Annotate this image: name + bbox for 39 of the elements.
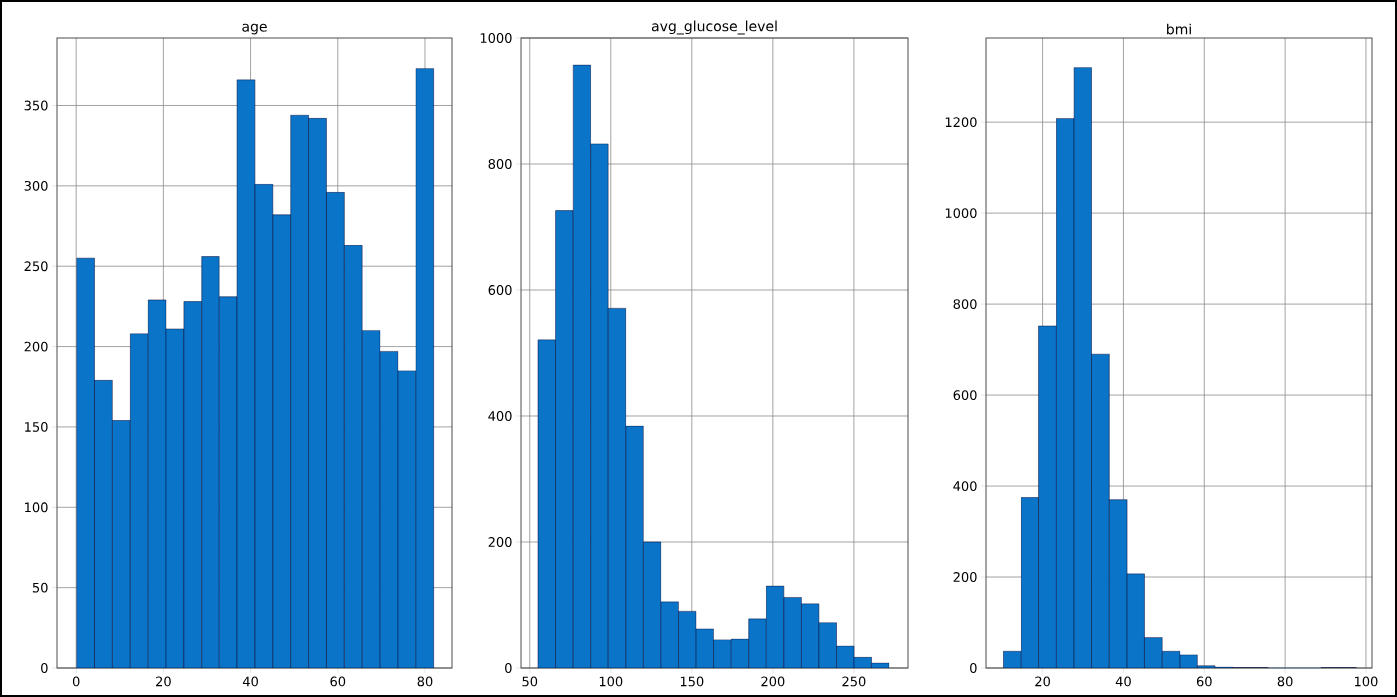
y-tick-label: 1200: [945, 117, 977, 128]
y-tick-label: 350: [24, 100, 48, 111]
chart-title: avg_glucose_level: [651, 20, 777, 35]
y-tick-label: 250: [24, 261, 48, 272]
y-tick-label: 800: [953, 299, 977, 310]
y-tick-label: 100: [25, 502, 48, 513]
chart-title: age: [242, 23, 267, 35]
y-tick-label: 50: [32, 582, 48, 593]
y-tick-label: 400: [953, 481, 977, 491]
y-tick-label: 600: [488, 285, 512, 295]
x-tick-label: 250: [842, 676, 866, 687]
x-tick-label: 100: [1354, 676, 1378, 687]
x-tick-label: 60: [330, 676, 346, 687]
y-tick-label: 150: [25, 422, 48, 432]
y-tick-label: 400: [488, 411, 512, 421]
y-tick-label: 200: [488, 537, 512, 547]
x-tick-label: 20: [1035, 676, 1050, 687]
x-tick-label: 0: [72, 676, 80, 687]
x-tick-label: 80: [417, 676, 433, 687]
y-tick-label: 0: [970, 663, 977, 673]
x-tick-label: 40: [1115, 676, 1131, 687]
y-tick-label: 1000: [480, 33, 512, 43]
y-tick-label: 0: [41, 663, 48, 673]
x-tick-label: 40: [242, 676, 258, 687]
x-tick-label: 150: [680, 676, 704, 687]
chart-title: bmi: [1167, 23, 1191, 35]
y-tick-label: 600: [953, 390, 977, 400]
x-tick-label: 20: [156, 676, 171, 687]
y-tick-label: 300: [24, 180, 48, 191]
x-tick-label: 50: [522, 676, 538, 687]
y-tick-label: 1000: [945, 208, 977, 219]
x-tick-label: 200: [761, 676, 785, 687]
y-tick-label: 0: [505, 663, 512, 673]
x-tick-label: 60: [1196, 676, 1212, 687]
y-tick-label: 800: [488, 159, 512, 169]
y-tick-label: 200: [953, 572, 977, 582]
y-tick-label: 200: [24, 341, 48, 352]
x-tick-label: 100: [599, 676, 623, 687]
x-tick-label: 80: [1277, 676, 1293, 687]
